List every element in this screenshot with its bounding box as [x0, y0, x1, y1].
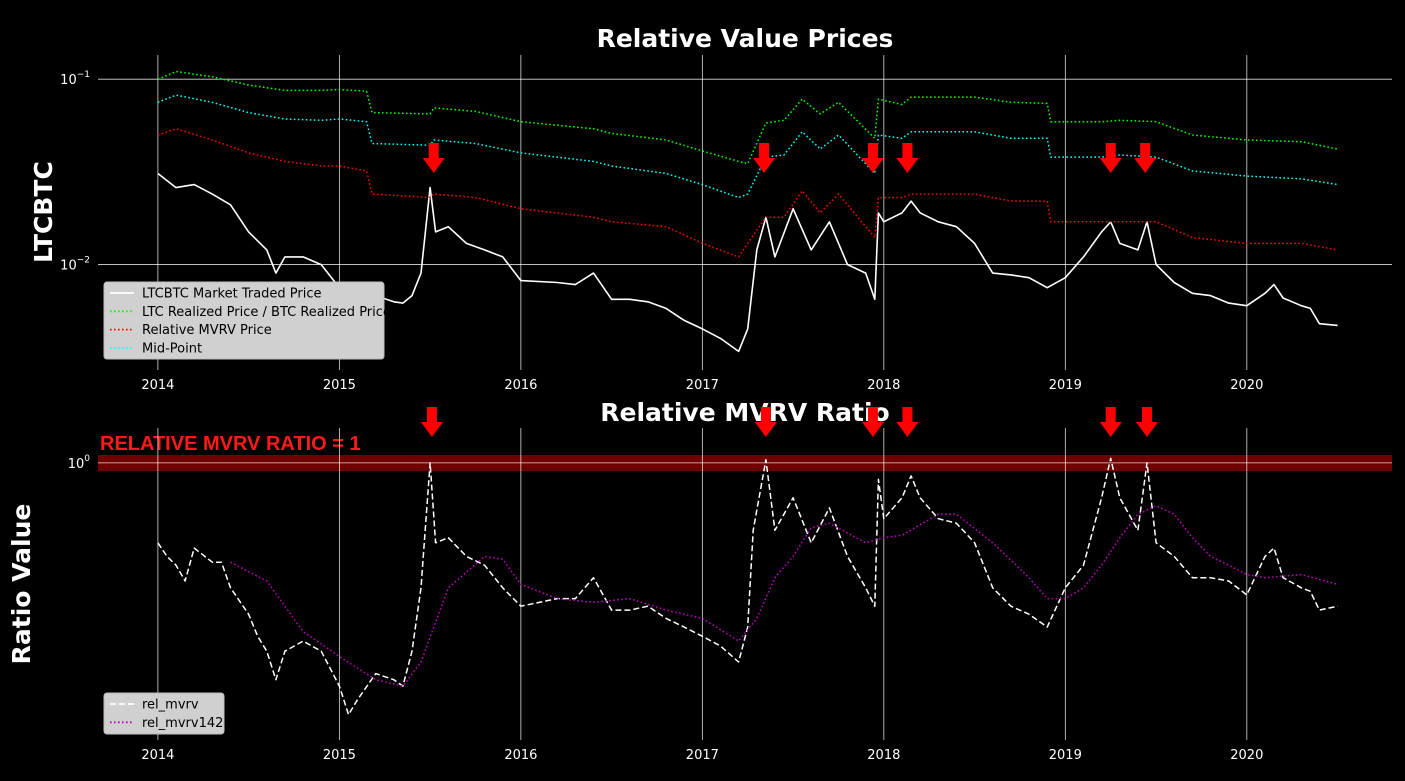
peak-arrow-marker: [754, 407, 777, 437]
grid-top: [98, 55, 1392, 370]
legend-entry-2: Relative MVRV Price: [142, 323, 272, 338]
peak-arrow-marker: [753, 143, 776, 173]
legend-box: [103, 281, 385, 360]
y-tick-exponent-0: 0: [84, 454, 90, 464]
legend-entry-1: LTC Realized Price / BTC Realized Price: [142, 305, 391, 320]
arrow-markers-top: [422, 143, 1157, 173]
series-line-0: [157, 457, 1338, 716]
x-tick-label-2020: 2020: [1230, 378, 1263, 393]
x-tick-label-2016: 2016: [504, 378, 537, 393]
arrow-markers-bottom: [420, 407, 1158, 437]
grid-bottom: [98, 428, 1392, 740]
x-tick-label-2019: 2019: [1049, 378, 1082, 393]
x-tick-label-2015: 2015: [323, 748, 356, 763]
x-tick-label-2014: 2014: [141, 378, 174, 393]
x-tick-label-2020: 2020: [1230, 748, 1263, 763]
legend-bottom: rel_mvrv rel_mvrv142: [103, 692, 225, 735]
series-line-1: [230, 505, 1338, 687]
chart-title-top: Relative Value Prices: [597, 24, 894, 53]
x-tick-label-2018: 2018: [867, 748, 900, 763]
peak-arrow-marker: [1099, 143, 1122, 173]
y-tick-exponent-0: −1: [77, 70, 90, 80]
legend-entry-3: Mid-Point: [142, 341, 202, 356]
y-tick-exponent-1: −2: [77, 256, 90, 266]
peak-arrow-marker: [1135, 407, 1158, 437]
x-tick-label-2016: 2016: [504, 748, 537, 763]
peak-arrow-marker: [861, 407, 884, 437]
y-axis-label-bottom: Ratio Value: [7, 504, 36, 665]
legend-entry-0: rel_mvrv: [142, 698, 199, 713]
peak-arrow-marker: [420, 407, 443, 437]
legend-entry-0: LTCBTC Market Traded Price: [142, 287, 322, 302]
x-tick-label-2018: 2018: [867, 378, 900, 393]
x-tick-label-2019: 2019: [1049, 748, 1082, 763]
legend-entry-1: rel_mvrv142: [142, 716, 223, 731]
relative-value-prices-panel: Relative Value Prices LTCBTC 2014 2015 201…: [29, 24, 1392, 393]
relative-mvrv-ratio-panel: Relative MVRV Ratio Ratio Value RELATIVE…: [7, 398, 1392, 763]
y-axis-label-top: LTCBTC: [29, 161, 58, 263]
x-tick-label-2017: 2017: [686, 378, 719, 393]
ratio-one-annotation: RELATIVE MVRV RATIO = 1: [100, 433, 361, 455]
peak-arrow-marker: [896, 143, 919, 173]
peak-arrow-marker: [1134, 143, 1157, 173]
chart-title-bottom: Relative MVRV Ratio: [600, 398, 889, 427]
series-layer-bottom: [157, 457, 1338, 716]
x-tick-label-2017: 2017: [686, 748, 719, 763]
peak-arrow-marker: [861, 143, 884, 173]
x-tick-label-2015: 2015: [323, 378, 356, 393]
legend-top: LTCBTC Market Traded Price LTC Realized P…: [103, 281, 391, 360]
x-tick-label-2014: 2014: [141, 748, 174, 763]
peak-arrow-marker: [422, 143, 445, 173]
series-line-2: [157, 128, 1338, 258]
peak-arrow-marker: [896, 407, 919, 437]
peak-arrow-marker: [1099, 407, 1122, 437]
